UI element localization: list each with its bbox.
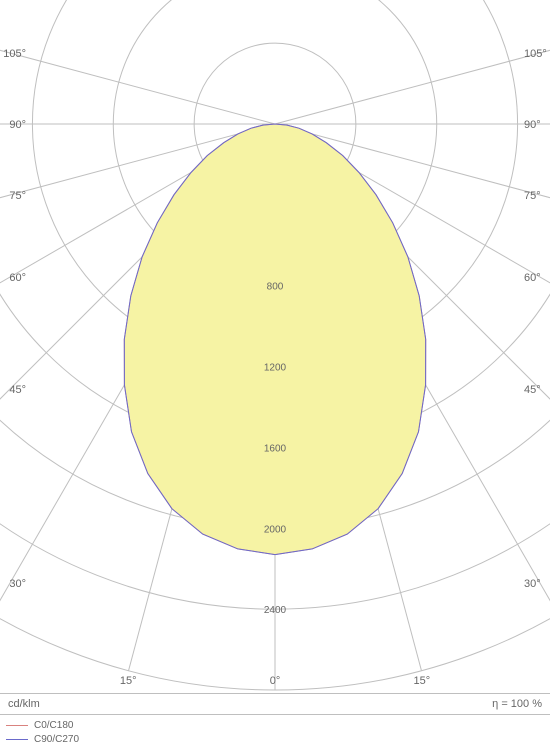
legend-item: C90/C270 xyxy=(6,732,79,746)
legend-swatch xyxy=(6,739,28,740)
svg-text:2400: 2400 xyxy=(264,605,287,616)
legend-swatch xyxy=(6,725,28,726)
svg-text:105°: 105° xyxy=(524,48,547,60)
legend-item: C0/C180 xyxy=(6,718,79,732)
svg-text:30°: 30° xyxy=(524,578,541,590)
svg-text:30°: 30° xyxy=(9,578,26,590)
svg-text:60°: 60° xyxy=(9,272,26,284)
svg-text:105°: 105° xyxy=(3,48,26,60)
svg-text:15°: 15° xyxy=(414,675,431,687)
svg-text:75°: 75° xyxy=(9,190,26,202)
svg-text:75°: 75° xyxy=(524,190,541,202)
svg-text:1600: 1600 xyxy=(264,443,287,454)
svg-text:2000: 2000 xyxy=(264,524,287,535)
svg-text:45°: 45° xyxy=(9,384,26,396)
legend-label: C90/C270 xyxy=(34,734,79,745)
svg-text:60°: 60° xyxy=(524,272,541,284)
legend-label: C0/C180 xyxy=(34,720,73,731)
unit-label: cd/klm xyxy=(8,698,40,710)
svg-text:90°: 90° xyxy=(524,119,541,131)
svg-text:1200: 1200 xyxy=(264,363,287,374)
efficiency-label: η = 100 % xyxy=(492,698,542,710)
svg-text:15°: 15° xyxy=(120,675,137,687)
photometric-polar-chart: 800 1200 1600 2000 2400 30° 30° 45° 45° 60° 60° 75°… xyxy=(0,0,550,750)
legend: C0/C180 C90/C270 xyxy=(6,718,79,746)
svg-text:0°: 0° xyxy=(270,675,281,687)
divider-line xyxy=(0,714,550,715)
svg-text:800: 800 xyxy=(267,282,284,293)
svg-text:90°: 90° xyxy=(9,119,26,131)
svg-text:45°: 45° xyxy=(524,384,541,396)
divider-line xyxy=(0,693,550,694)
polar-plot-svg: 800 1200 1600 2000 2400 30° 30° 45° 45° 60° 60° 75°… xyxy=(0,0,550,693)
